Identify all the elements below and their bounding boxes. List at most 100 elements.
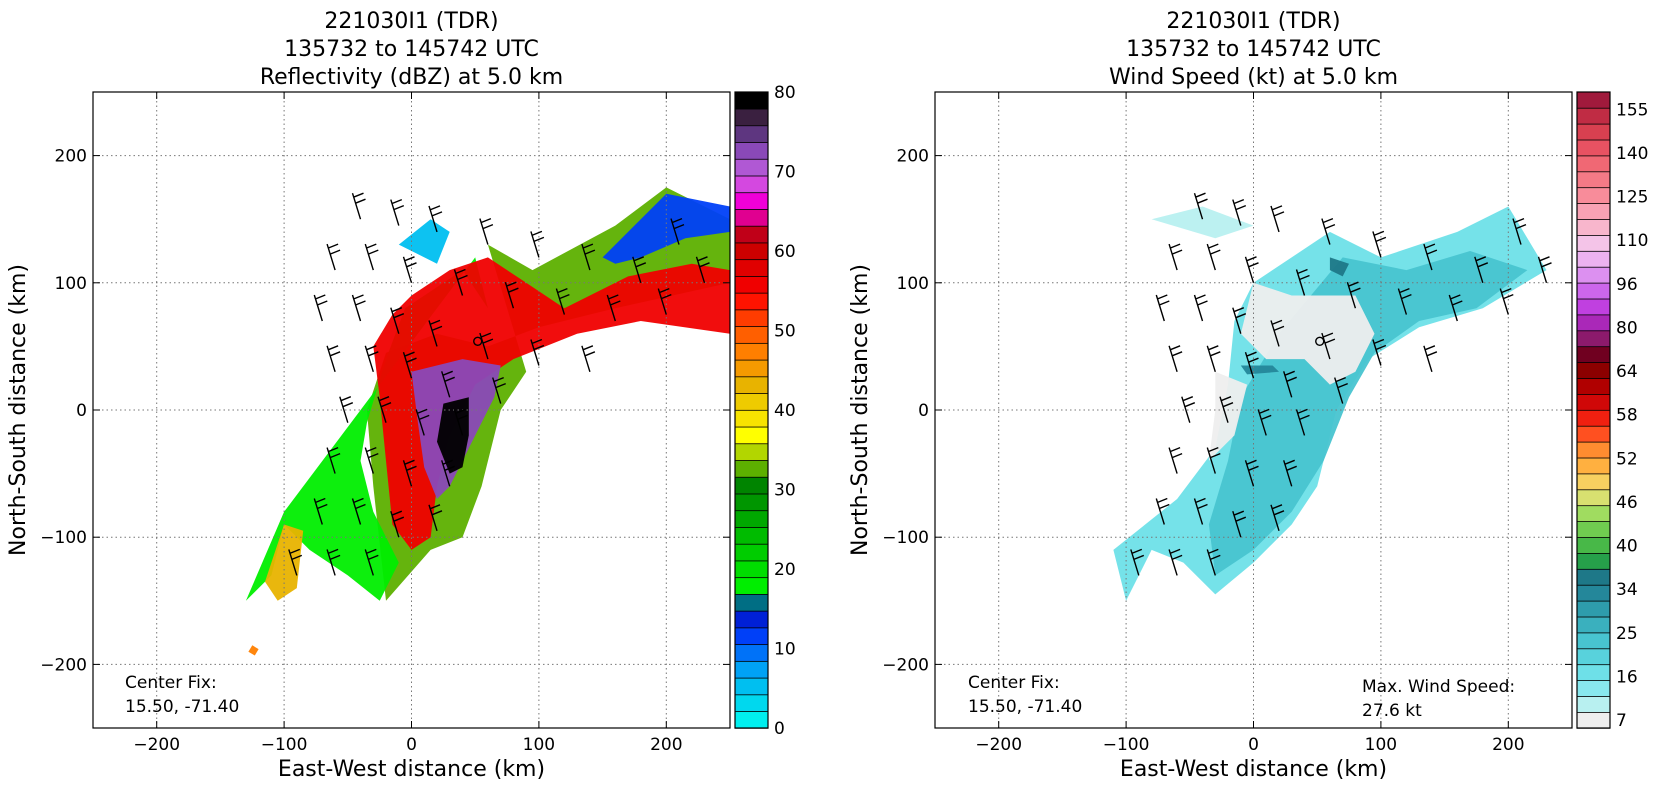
chart-title-line: 221030I1 (TDR) bbox=[324, 9, 498, 34]
wind-barb bbox=[1334, 376, 1348, 404]
wind-barb bbox=[1232, 307, 1247, 334]
colorbar-segment bbox=[734, 543, 769, 562]
wind-barb bbox=[530, 230, 545, 258]
wind-barb bbox=[364, 345, 379, 373]
wind-barb bbox=[1270, 205, 1285, 233]
colorbar-tick-label: 10 bbox=[774, 640, 796, 660]
colorbar-segment bbox=[1576, 679, 1611, 697]
center-fix-label: Center Fix: bbox=[125, 673, 217, 693]
colorbar-tick-label: 50 bbox=[774, 322, 796, 342]
colorbar-segment bbox=[1576, 504, 1611, 522]
y-tick-label: −100 bbox=[882, 528, 929, 548]
y-tick-label: 0 bbox=[76, 401, 87, 421]
colorbar-segment bbox=[1576, 441, 1611, 459]
colorbar-segment bbox=[734, 325, 769, 344]
colorbar-segment bbox=[1576, 711, 1611, 729]
colorbar-segment bbox=[1576, 107, 1611, 125]
colorbar-segment bbox=[734, 593, 769, 612]
wind-barb bbox=[326, 345, 341, 373]
colorbar-tick-label: 25 bbox=[1616, 624, 1638, 644]
colorbar-segment bbox=[1576, 568, 1611, 586]
colorbar-segment bbox=[734, 560, 769, 579]
wind-barb bbox=[695, 256, 710, 284]
colorbar-segment bbox=[1576, 473, 1611, 491]
colorbar-segment bbox=[734, 627, 769, 646]
wind-barb bbox=[453, 268, 468, 296]
colorbar-tick-label: 52 bbox=[1616, 449, 1638, 469]
wind-barb bbox=[1448, 294, 1463, 322]
colorbar-segment bbox=[1576, 361, 1611, 379]
colorbar-segment bbox=[1576, 600, 1611, 618]
y-tick-label: 100 bbox=[897, 274, 929, 294]
data-region bbox=[1151, 206, 1254, 239]
colorbar-segment bbox=[1576, 202, 1611, 220]
x-tick-label: −200 bbox=[133, 735, 180, 755]
x-tick-label: 200 bbox=[650, 735, 682, 755]
colorbar-tick-label: 140 bbox=[1616, 144, 1648, 164]
y-tick-label: −200 bbox=[40, 655, 87, 675]
colorbar-segment bbox=[734, 342, 769, 361]
y-tick-label: 100 bbox=[55, 274, 87, 294]
colorbar-tick-label: 34 bbox=[1616, 580, 1638, 600]
colorbar-segment bbox=[734, 292, 769, 311]
colorbar-tick-label: 125 bbox=[1616, 188, 1648, 208]
colorbar-frame bbox=[1576, 91, 1611, 729]
data-region bbox=[437, 397, 469, 474]
data-region bbox=[1240, 282, 1375, 385]
wind-barb bbox=[1423, 243, 1438, 271]
colorbar-tick-label: 20 bbox=[774, 560, 796, 580]
colorbar: 7 16 25 34 40 46 52 58 64 80 96 110 125 140 155 bbox=[1576, 91, 1648, 731]
wind-barb bbox=[441, 459, 455, 487]
wind-barb bbox=[402, 351, 417, 379]
x-axis-label: East-West distance (km) bbox=[1120, 757, 1387, 782]
colorbar-segment bbox=[734, 392, 769, 411]
colorbar-segment bbox=[1576, 266, 1611, 284]
wind-barb bbox=[479, 332, 494, 360]
wind-barb bbox=[1193, 192, 1208, 220]
wind-barb bbox=[1270, 319, 1285, 347]
colorbar-segment bbox=[1576, 218, 1611, 236]
wind-barb bbox=[479, 217, 494, 245]
x-axis-label: East-West distance (km) bbox=[278, 757, 545, 782]
colorbar-segment bbox=[734, 225, 769, 244]
colorbar-tick-label: 110 bbox=[1616, 231, 1648, 251]
wind-barb bbox=[415, 408, 430, 436]
wind-barb bbox=[364, 548, 379, 576]
colorbar-tick-label: 16 bbox=[1616, 667, 1638, 687]
colorbar-segment bbox=[1576, 584, 1611, 602]
colorbar-segment bbox=[734, 576, 769, 595]
data-region bbox=[373, 257, 730, 550]
wind-barb bbox=[1270, 504, 1285, 532]
wind-barb bbox=[1295, 408, 1310, 436]
colorbar-segment bbox=[734, 643, 769, 662]
wind-barb bbox=[288, 548, 303, 576]
colorbar-segment bbox=[734, 309, 769, 328]
chart-title-line: 135732 to 145742 UTC bbox=[284, 37, 539, 62]
colorbar-segment bbox=[1576, 377, 1611, 395]
wind-barb bbox=[1155, 497, 1170, 525]
center-marker bbox=[473, 336, 483, 347]
colorbar-frame bbox=[734, 91, 769, 729]
colorbar-tick-label: 7 bbox=[1616, 711, 1627, 731]
colorbar-segment bbox=[1576, 123, 1611, 141]
colorbar-segment bbox=[734, 526, 769, 545]
colorbar-tick-label: 30 bbox=[774, 481, 796, 501]
x-tick-label: 200 bbox=[1492, 735, 1524, 755]
wind-barb bbox=[1168, 345, 1183, 373]
wind-barb bbox=[1244, 459, 1259, 487]
colorbar-segment bbox=[734, 476, 769, 495]
y-axis-label: North-South distance (km) bbox=[848, 264, 873, 556]
wind-barb bbox=[313, 294, 328, 322]
wind-barb bbox=[428, 504, 443, 532]
colorbar-segment bbox=[734, 376, 769, 394]
wind-barb bbox=[555, 287, 570, 315]
colorbar-segment bbox=[1576, 425, 1611, 443]
chart-title-line: 135732 to 145742 UTC bbox=[1126, 37, 1381, 62]
colorbar-tick-label: 40 bbox=[1616, 537, 1638, 557]
colorbar-tick-label: 70 bbox=[774, 163, 796, 183]
wind-barb bbox=[364, 243, 379, 271]
wind-barb bbox=[313, 497, 328, 525]
colorbar-segment bbox=[1576, 186, 1611, 204]
wind-barb bbox=[1232, 198, 1247, 226]
colorbar-segment bbox=[734, 710, 769, 729]
